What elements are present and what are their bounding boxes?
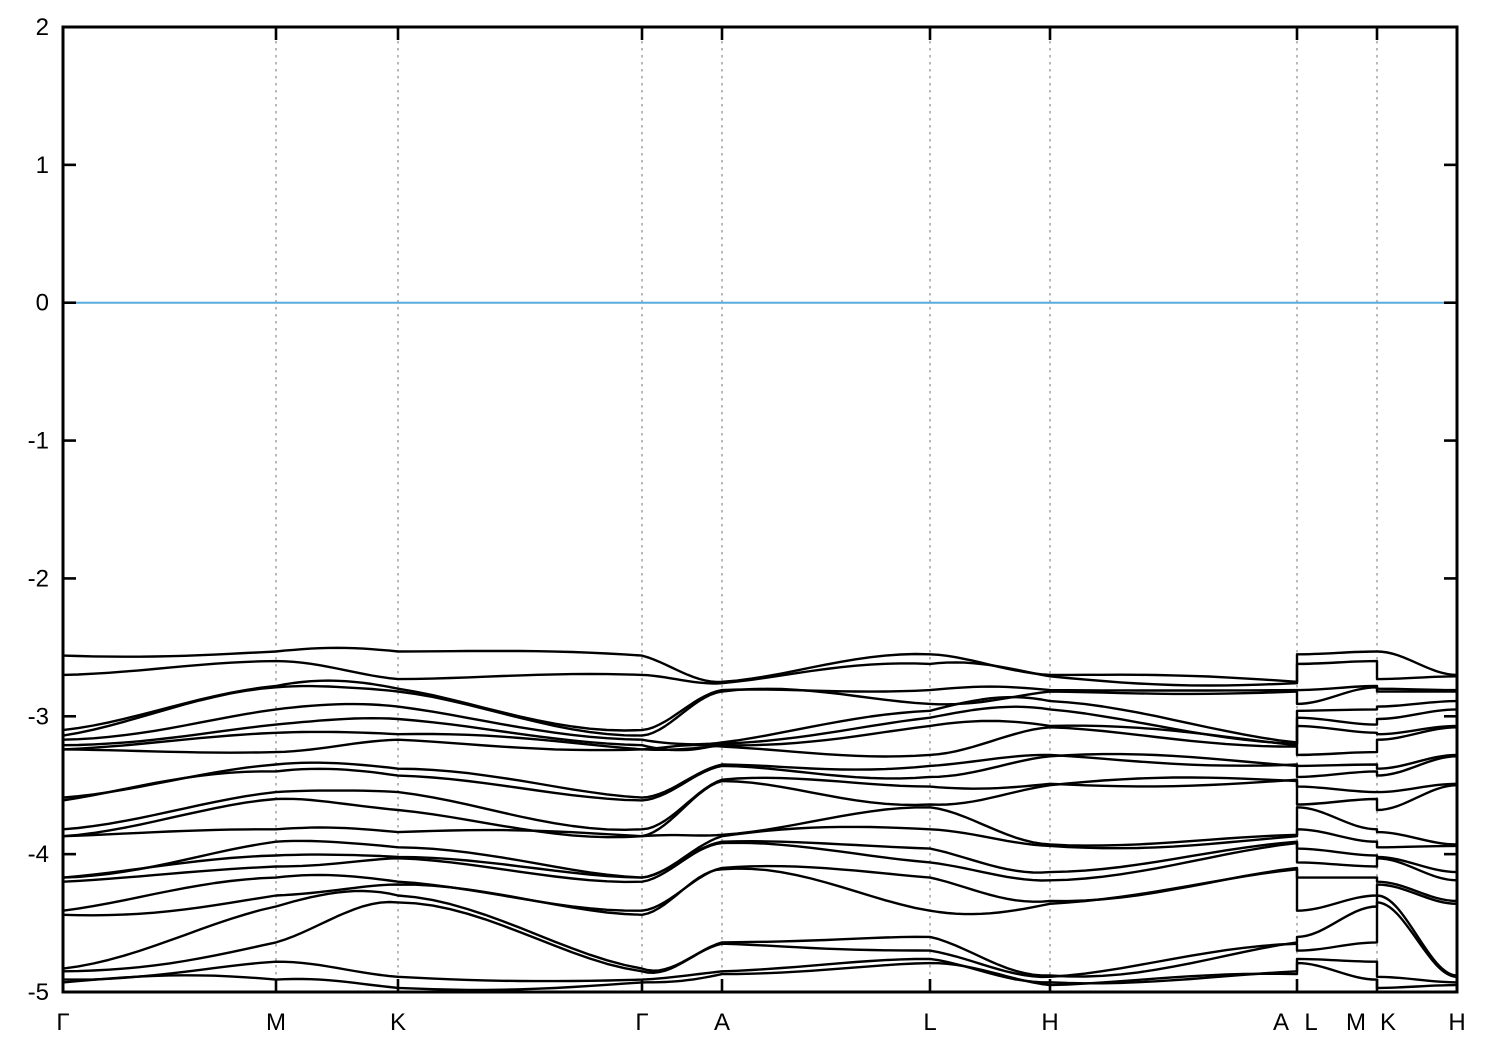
x-axis-label: A [1273, 1009, 1289, 1036]
band-line [63, 840, 1457, 879]
band-line [63, 659, 1457, 687]
y-axis-label: 2 [36, 14, 49, 41]
y-tick-labels: 2 1 0 -1 -2 -3 -4 -5 [28, 14, 49, 1006]
band-line [63, 776, 1457, 831]
x-axis-label: K [1380, 1009, 1396, 1036]
y-axis-label: 0 [36, 290, 49, 317]
band-line [63, 753, 1457, 799]
tick-marks [63, 25, 1457, 994]
band-line [63, 806, 1457, 847]
band-line [63, 695, 1457, 746]
band-line [63, 684, 1457, 737]
y-axis-label: 1 [36, 152, 49, 179]
band-line [63, 900, 1457, 979]
band-line [63, 705, 1457, 752]
x-axis-label: H [1448, 1009, 1465, 1036]
x-axis-label: A [714, 1009, 730, 1036]
x-axis-label: L [923, 1009, 936, 1036]
band-line [63, 726, 1457, 758]
y-axis-label: -5 [28, 979, 49, 1006]
y-axis-label: -4 [28, 841, 49, 868]
band-line [63, 957, 1457, 985]
y-axis-label: -2 [28, 565, 49, 592]
x-axis-label: H [1041, 1009, 1058, 1036]
x-axis-label: Γ [56, 1009, 69, 1036]
band-line [63, 961, 1457, 992]
plot-frame [61, 25, 1459, 994]
x-axis-label: M [1346, 1009, 1366, 1036]
band-line [63, 841, 1457, 884]
band-line [63, 646, 1457, 684]
band-line [63, 776, 1457, 839]
band-line [63, 719, 1457, 751]
x-axis-label: M [266, 1009, 286, 1036]
band-lines [63, 646, 1457, 992]
band-line [63, 889, 1457, 978]
band-line [63, 867, 1457, 917]
band-line [63, 864, 1457, 912]
y-axis-label: -3 [28, 703, 49, 730]
x-axis-label: Γ [635, 1009, 648, 1036]
x-axis-label: L [1304, 1009, 1317, 1036]
y-axis-label: -1 [28, 428, 49, 455]
band-line [63, 825, 1457, 879]
band-line [63, 752, 1457, 802]
plot-border [61, 25, 1459, 994]
x-axis-label: K [390, 1009, 406, 1036]
